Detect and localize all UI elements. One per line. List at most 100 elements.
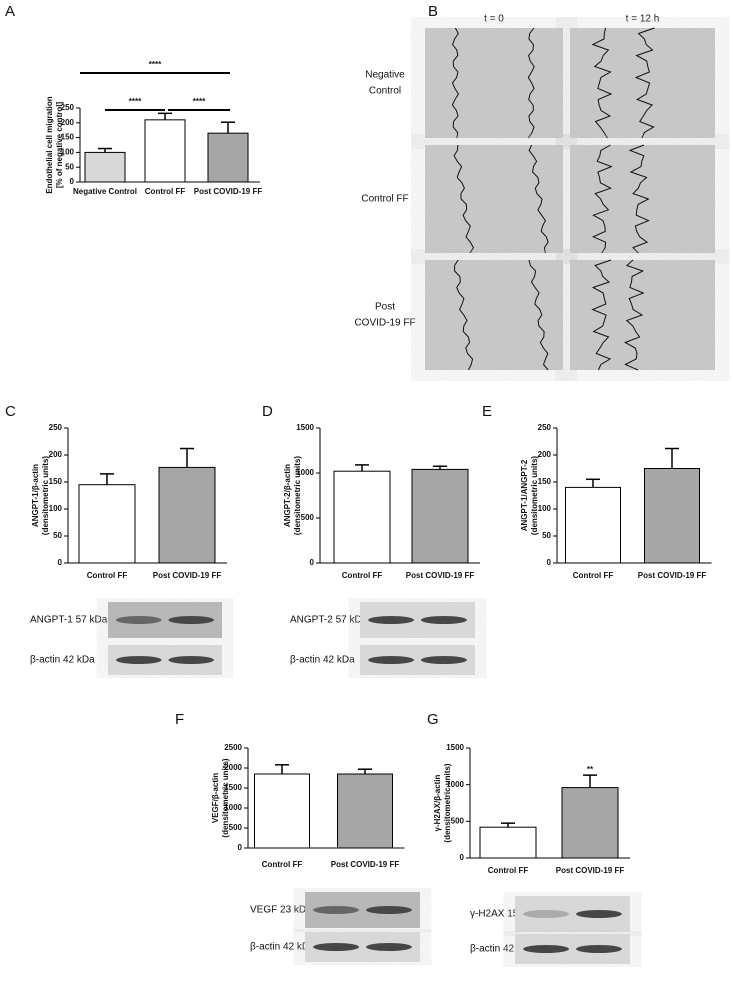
bar	[565, 486, 621, 564]
micrograph-texture	[425, 260, 563, 370]
bar	[411, 468, 469, 564]
y-axis-title: ANGPT-1/ANGPT-2 (densitometric units)	[520, 456, 539, 535]
blot-band	[168, 616, 215, 624]
wound-edge	[634, 27, 655, 139]
wound-edge	[528, 144, 549, 254]
blot-band	[420, 616, 467, 624]
panel-label: A	[5, 3, 15, 20]
bar	[84, 151, 126, 183]
y-tick-label: 200	[538, 450, 552, 459]
panel-label: G	[427, 711, 439, 728]
y-tick-label: 100	[49, 504, 63, 513]
y-tick-label: 500	[301, 513, 315, 522]
blot-label: β-actin 42 kDa	[470, 944, 535, 955]
bar	[333, 470, 391, 564]
bar	[561, 787, 619, 859]
x-tick-label: Post COVID-19 FF	[638, 571, 707, 580]
blot-band	[115, 616, 162, 624]
wound-edge	[591, 27, 613, 139]
row-label: Control	[369, 86, 401, 97]
x-tick-label: Post COVID-19 FF	[556, 866, 625, 875]
x-tick-label: Control FF	[262, 860, 303, 869]
blot-band	[115, 656, 162, 664]
blot-band	[368, 616, 415, 624]
y-tick-label: 150	[61, 133, 75, 142]
wound-edge	[528, 259, 549, 371]
y-tick-label: 1500	[296, 423, 314, 432]
y-tick-label: 200	[49, 450, 63, 459]
y-tick-label: 1500	[446, 743, 464, 752]
wound-edge	[628, 144, 650, 254]
blot-label: β-actin 42 kDa	[30, 655, 95, 666]
y-tick-label: 0	[310, 558, 315, 567]
bar	[644, 468, 700, 564]
y-axis-title-line: (densitometric units)	[293, 456, 302, 535]
significance-label: ****	[193, 97, 206, 106]
bar	[337, 773, 393, 849]
y-axis-title: γ-H2AX/β-actin (densitometric units)	[433, 763, 452, 842]
micrograph-texture	[425, 28, 563, 138]
x-tick-label: Control FF	[145, 187, 186, 196]
micrograph-texture	[425, 145, 563, 253]
blot-label: ANGPT-1 57 kDa	[30, 615, 108, 626]
blot-band	[365, 943, 412, 951]
blot-label: ANGPT-2 57 kDa	[290, 615, 368, 626]
micrograph-texture	[570, 145, 715, 253]
blot-label: β-actin 42 kDa	[250, 942, 315, 953]
y-tick-label: 0	[460, 853, 465, 862]
y-tick-label: 1000	[446, 780, 464, 789]
y-tick-label: 500	[229, 823, 243, 832]
y-tick-label: 1000	[296, 468, 314, 477]
y-tick-label: 50	[65, 162, 74, 171]
x-tick-label: Negative Control	[73, 187, 137, 196]
y-axis-title: VEGF/β-actin (densitometric units)	[211, 758, 230, 837]
y-axis-title: ANGPT-2/β-actin (densitometric units)	[283, 456, 302, 535]
x-tick-label: Control FF	[342, 571, 383, 580]
blot-band	[575, 910, 622, 918]
row-label: Post	[375, 302, 395, 313]
blot-band	[523, 910, 570, 918]
y-axis-title-line: γ-H2AX/β-actin	[433, 774, 442, 831]
panel-label: D	[262, 403, 273, 420]
y-axis-title: Endothelial cell migration [% of negative…	[45, 96, 64, 193]
bar	[207, 132, 249, 183]
y-tick-label: 1500	[224, 783, 242, 792]
significance-label: ****	[149, 60, 162, 69]
y-tick-label: 150	[49, 477, 63, 486]
y-tick-label: 1000	[224, 803, 242, 812]
y-tick-label: 0	[547, 558, 552, 567]
bar	[479, 826, 537, 859]
x-tick-label: Post COVID-19 FF	[406, 571, 475, 580]
micrograph-texture	[570, 28, 715, 138]
y-tick-label: 0	[58, 558, 63, 567]
y-tick-label: 2500	[224, 743, 242, 752]
y-axis-title-line: VEGF/β-actin	[211, 773, 220, 823]
y-axis-title-line: ANGPT-1/β-actin	[31, 464, 40, 527]
wound-edge	[591, 144, 613, 254]
x-tick-label: Control FF	[488, 866, 529, 875]
panel-label: F	[175, 711, 184, 728]
panel-label: E	[482, 403, 492, 420]
wound-edge	[624, 259, 645, 371]
y-tick-label: 100	[538, 504, 552, 513]
y-axis-title-line: (densitometric units)	[221, 758, 230, 837]
column-label: t = 0	[484, 14, 504, 25]
column-label: t = 12 h	[626, 14, 660, 25]
significance-label: ****	[129, 97, 142, 106]
wound-edge	[451, 27, 459, 139]
bar	[78, 484, 136, 564]
y-axis-title-line: (densitometric units)	[530, 456, 539, 535]
blot-band	[168, 656, 215, 664]
y-tick-label: 50	[53, 531, 62, 540]
x-tick-label: Post COVID-19 FF	[153, 571, 222, 580]
wound-edge	[591, 259, 612, 371]
blot-band	[313, 943, 360, 951]
y-axis-title-line: [% of negative control]	[55, 102, 64, 189]
panel-label: C	[5, 403, 16, 420]
y-axis-title: ANGPT-1/β-actin (densitometric units)	[31, 456, 50, 535]
wound-edge	[527, 27, 535, 139]
panel-label: B	[428, 3, 438, 20]
bar	[158, 466, 216, 564]
row-label: Negative	[365, 70, 405, 81]
